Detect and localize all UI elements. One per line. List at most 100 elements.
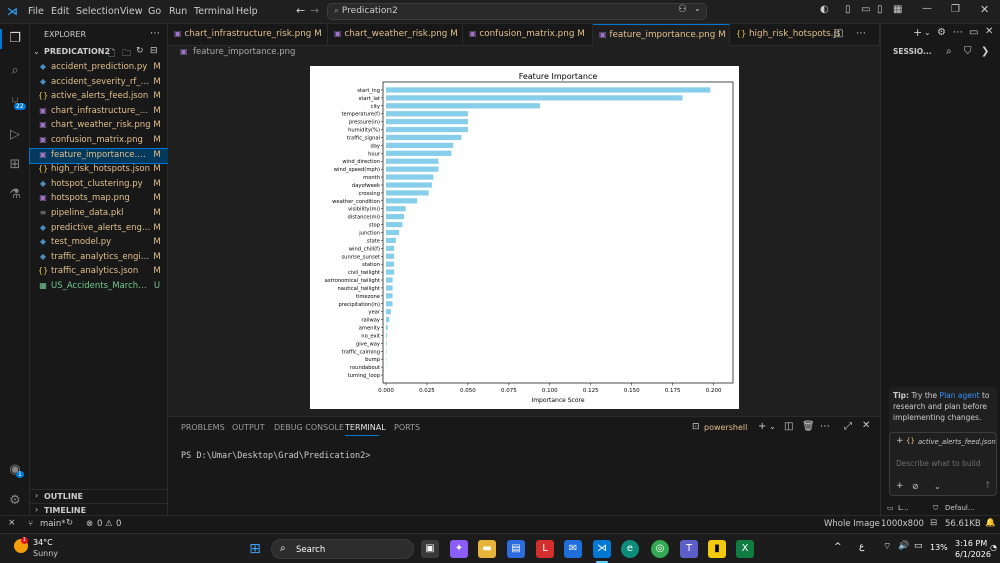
file-item[interactable]: {} high_risk_hotspots.json M <box>30 163 168 177</box>
close-icon[interactable]: ✕ <box>729 30 730 40</box>
tab-debug-console[interactable]: DEBUG CONSOLE <box>274 423 345 432</box>
excel-icon[interactable]: X <box>736 540 754 558</box>
trash-icon[interactable]: 🗑 <box>802 421 815 432</box>
extensions-icon[interactable]: ⊞ <box>9 157 21 172</box>
weather-temp[interactable]: 34°C <box>33 538 53 547</box>
filter-icon[interactable]: ⛉ <box>964 46 972 57</box>
plan-agent-link[interactable]: Plan agent <box>939 391 980 400</box>
chevron-right-icon[interactable]: ❯ <box>981 46 990 57</box>
forward-arrow-icon[interactable]: → <box>310 4 320 17</box>
battery-icon[interactable]: ▭ <box>914 541 923 551</box>
warning-count[interactable]: 0 <box>116 519 122 529</box>
file-item[interactable]: ◆ traffic_analytics_engine... M <box>30 251 168 265</box>
outline-section[interactable]: › OUTLINE <box>30 489 168 502</box>
location-label[interactable]: L... <box>898 504 909 512</box>
file-item[interactable]: ◆ test_model.py M <box>30 236 168 250</box>
copilot-icon[interactable]: ⚇ <box>678 4 687 15</box>
task-view-icon[interactable]: ▣ <box>421 540 439 558</box>
more-actions-icon[interactable]: ⋯ <box>150 28 160 39</box>
minimize-icon[interactable]: — <box>922 3 932 14</box>
new-file-icon[interactable]: 🗋 <box>108 49 116 59</box>
tab-output[interactable]: OUTPUT <box>232 423 265 432</box>
new-chat-icon[interactable]: + <box>913 26 923 39</box>
file-item[interactable]: {} active_alerts_feed.json M <box>30 90 168 104</box>
taskbar-search[interactable]: ⌕ Search <box>271 539 414 559</box>
file-item[interactable]: ▣ confusion_matrix.png M <box>30 134 168 148</box>
mail-icon[interactable]: ✉ <box>564 540 582 558</box>
add-icon[interactable]: + <box>896 481 904 491</box>
close-panel-icon[interactable]: ✕ <box>862 420 871 431</box>
menu-file[interactable]: File <box>28 6 44 17</box>
maximize-panel-icon[interactable]: ⤢ <box>844 421 852 432</box>
tab-ports[interactable]: PORTS <box>394 423 421 432</box>
more-actions-icon[interactable]: ⋯ <box>953 27 963 38</box>
split-editor-icon[interactable]: ◫ <box>834 28 844 39</box>
customize-layout-icon[interactable]: ▦ <box>893 4 903 15</box>
file-item[interactable]: ▣ feature_importance.png M <box>29 147 169 164</box>
chevron-down-icon[interactable]: ⌄ <box>769 422 776 431</box>
tools-icon[interactable]: ⊘ <box>912 482 919 491</box>
run-debug-icon[interactable]: ▷ <box>10 127 20 142</box>
search-icon[interactable]: ⌕ <box>946 46 952 57</box>
explorer-icon[interactable]: ❐ <box>9 31 21 46</box>
chevron-up-icon[interactable]: ^ <box>834 542 842 552</box>
menu-run[interactable]: Run <box>169 6 188 17</box>
testing-icon[interactable]: ⚗ <box>9 187 21 202</box>
vscode-taskbar-icon[interactable]: ⋊ <box>593 540 611 558</box>
chat-placeholder[interactable]: Describe what to build <box>896 459 981 468</box>
toggle-panel-icon[interactable]: ▭ <box>861 4 871 15</box>
copilot-app-icon[interactable]: ✦ <box>450 540 468 558</box>
git-branch[interactable]: main* <box>40 519 66 529</box>
toggle-sidebar-icon[interactable]: ▯ <box>845 4 851 15</box>
maximize-icon[interactable]: ▭ <box>969 27 979 38</box>
error-count[interactable]: 0 <box>97 519 103 529</box>
microsoft-store-icon[interactable]: ▤ <box>507 540 525 558</box>
menu-go[interactable]: Go <box>148 6 162 17</box>
clock-time[interactable]: 3:16 PM <box>955 539 988 548</box>
chevron-down-icon[interactable]: ⌄ <box>934 482 941 491</box>
chrome-icon[interactable]: ◎ <box>651 540 669 558</box>
chevron-down-icon[interactable]: ⌄ <box>694 4 701 13</box>
windows-start-icon[interactable]: ⊞ <box>249 541 261 557</box>
command-center-search[interactable]: ⌕ Predication2 <box>327 3 707 20</box>
gear-icon[interactable]: ⚙ <box>937 27 946 38</box>
clock-date[interactable]: 6/1/2026 <box>955 550 991 559</box>
chevron-down-icon[interactable]: ⌄ <box>924 28 931 37</box>
keyboard-language[interactable]: ع <box>859 542 865 552</box>
breadcrumb-file[interactable]: feature_importance.png <box>193 47 296 57</box>
back-arrow-icon[interactable]: ← <box>296 4 306 17</box>
menu-help[interactable]: Help <box>236 6 258 17</box>
refresh-icon[interactable]: ↻ <box>136 46 144 56</box>
tab-terminal[interactable]: TERMINAL <box>345 423 386 432</box>
terminal-prompt[interactable]: PS D:\Umar\Desktop\Grad\Predication2> <box>181 451 371 461</box>
remote-icon[interactable]: ⨯ <box>8 518 16 528</box>
tab-editor[interactable]: ▣ chart_weather_risk.png M <box>328 24 463 46</box>
notification-icon[interactable]: ◔ <box>990 543 997 552</box>
menu-selection[interactable]: Selection <box>76 6 120 17</box>
chat-input-box[interactable]: + {} active_alerts_feed.json Describe wh… <box>889 432 997 496</box>
collapse-all-icon[interactable]: ⊟ <box>150 46 158 56</box>
add-context-icon[interactable]: + <box>896 436 904 446</box>
close-icon[interactable]: ✕ <box>980 3 990 16</box>
toggle-secondary-sidebar-icon[interactable]: ▯ <box>877 4 883 15</box>
notification-bell-icon[interactable]: 🔔 <box>985 518 996 528</box>
volume-icon[interactable]: 🔊 <box>898 541 910 551</box>
file-item[interactable]: ≡ pipeline_data.pkl M <box>30 207 168 221</box>
file-item[interactable]: ▣ hotspots_map.png M <box>30 192 168 206</box>
new-folder-icon[interactable]: 🗀 <box>122 49 132 59</box>
file-item[interactable]: ▣ chart_weather_risk.png M <box>30 119 168 133</box>
zoom-mode[interactable]: Whole Image <box>824 519 880 529</box>
tab-problems[interactable]: PROBLEMS <box>181 423 225 432</box>
menu-edit[interactable]: Edit <box>51 6 70 17</box>
timeline-section[interactable]: › TIMELINE <box>30 503 168 515</box>
attached-file[interactable]: active_alerts_feed.json <box>918 438 996 446</box>
file-item[interactable]: ◆ accident_severity_rf_mo... M <box>30 76 168 90</box>
menu-view[interactable]: View <box>120 6 143 17</box>
terminal-shell-name[interactable]: powershell <box>704 423 748 432</box>
add-terminal-icon[interactable]: + <box>758 421 767 432</box>
file-item[interactable]: ▣ chart_infrastructure_risk...M <box>30 105 168 119</box>
file-item[interactable]: ◆ accident_prediction.py M <box>30 61 168 75</box>
tab-editor[interactable]: ▣ confusion_matrix.png M <box>463 24 593 46</box>
layout-icon[interactable]: ◐ <box>820 4 829 15</box>
file-item[interactable]: ▦ US_Accidents_March23... U <box>30 280 168 294</box>
